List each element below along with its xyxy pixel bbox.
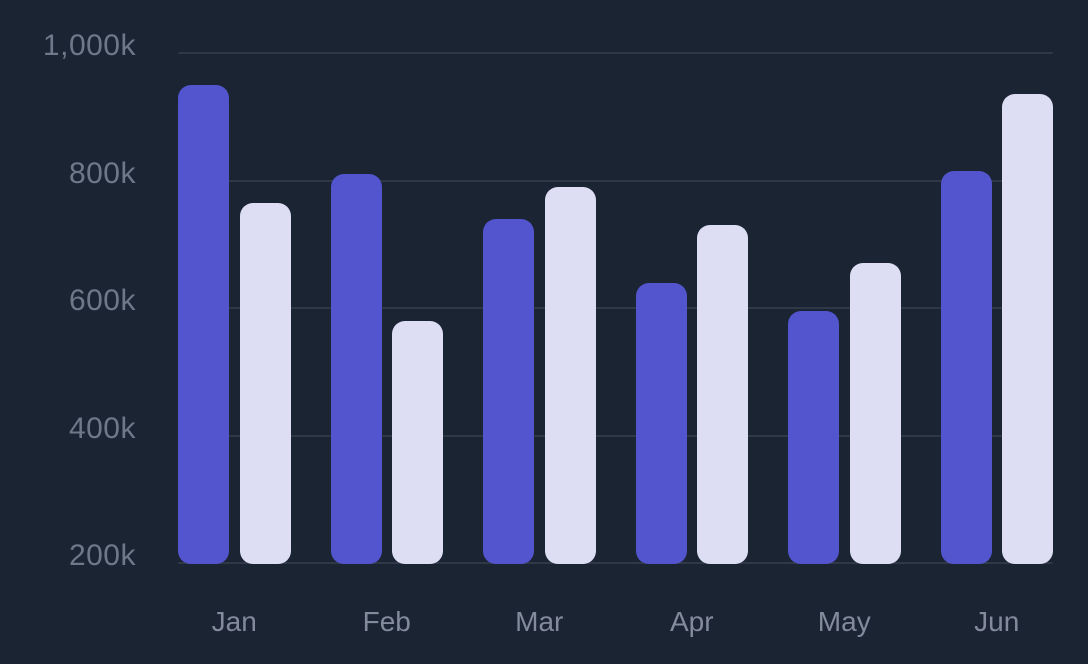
gridline-400k	[178, 434, 1053, 437]
gridline-200k	[178, 562, 1053, 564]
bar-jun-secondary	[1002, 94, 1053, 564]
x-tick-label-apr: Apr	[669, 606, 714, 637]
x-tick-label-feb: Feb	[362, 606, 411, 637]
bar-may-primary	[788, 311, 839, 564]
bar-apr-secondary	[697, 225, 748, 564]
y-tick-label-200k: 200k	[68, 539, 136, 572]
bar-apr-primary	[635, 282, 687, 564]
bar-mar-secondary	[544, 186, 596, 564]
y-tick-label-800k: 800k	[68, 156, 136, 190]
y-tick-label-400k: 400k	[68, 411, 136, 445]
bar-jan-primary	[178, 84, 229, 564]
bar-may-secondary	[849, 263, 901, 564]
bar-feb-primary	[330, 174, 382, 564]
y-tick-label-600k: 600k	[68, 284, 136, 317]
y-tick-label-1,000k: 1,000k	[42, 29, 136, 62]
bar-jan-secondary	[239, 202, 291, 564]
bar-mar-primary	[483, 218, 534, 564]
gridline-1,000k	[178, 52, 1053, 54]
gridline-800k	[178, 179, 1053, 182]
x-tick-label-jun: Jun	[974, 606, 1020, 637]
bar-jun-primary	[940, 170, 992, 564]
gridline-600k	[178, 307, 1053, 309]
x-tick-label-mar: Mar	[515, 606, 564, 637]
x-tick-label-jan: Jan	[211, 606, 257, 637]
bar-feb-secondary	[392, 320, 443, 564]
x-tick-label-may: May	[817, 606, 871, 637]
